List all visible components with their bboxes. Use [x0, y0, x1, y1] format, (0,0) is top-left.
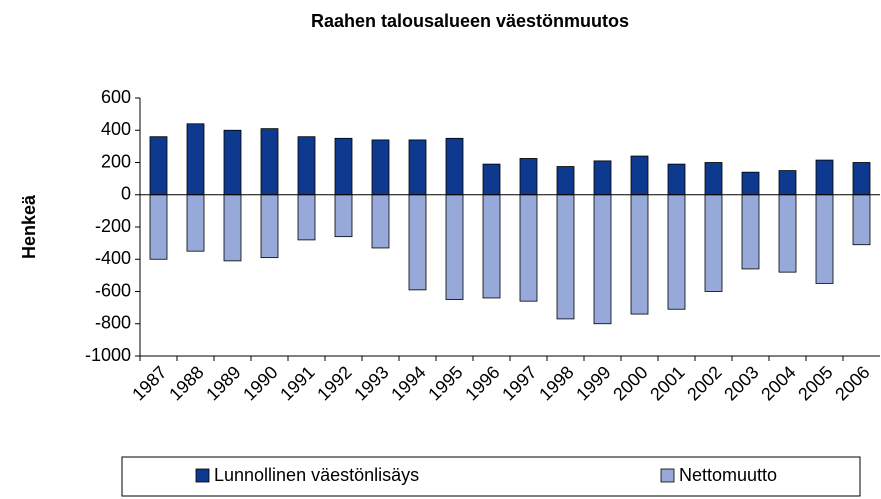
y-tick-label: 600 — [101, 87, 131, 107]
x-tick-label: 2000 — [609, 362, 651, 404]
legend-swatch — [195, 468, 210, 483]
bar — [556, 194, 575, 320]
legend-label: Lunnollinen väestönlisäys — [214, 465, 419, 485]
bar — [778, 194, 797, 273]
x-tick-label: 2006 — [831, 362, 873, 404]
bar — [371, 139, 390, 196]
bar — [704, 194, 723, 292]
x-tick-label: 1995 — [424, 362, 466, 404]
bar — [852, 162, 871, 196]
bar — [223, 129, 242, 196]
chart-title: Raahen talousalueen väestönmuutos — [311, 11, 629, 31]
x-tick-label: 1987 — [128, 362, 170, 404]
x-tick-label: 1991 — [276, 362, 318, 404]
bar — [445, 137, 464, 196]
bar — [223, 194, 242, 262]
bar — [519, 158, 538, 196]
y-tick-label: 0 — [121, 184, 131, 204]
bar — [371, 194, 390, 249]
bar — [482, 194, 501, 299]
bar — [741, 171, 760, 196]
bar — [260, 128, 279, 196]
bar — [297, 136, 316, 196]
bar — [815, 159, 834, 196]
bar — [630, 194, 649, 315]
x-tick-label: 1996 — [461, 362, 503, 404]
legend-box — [121, 456, 861, 497]
bar — [260, 194, 279, 259]
x-tick-label: 1989 — [202, 362, 244, 404]
x-tick-label: 1992 — [313, 362, 355, 404]
bar — [667, 163, 686, 196]
x-tick-label: 2003 — [720, 362, 762, 404]
x-tick-label: 1999 — [572, 362, 614, 404]
bar — [815, 194, 834, 284]
bar — [186, 194, 205, 252]
x-tick-label: 2005 — [794, 362, 836, 404]
bar — [149, 194, 168, 260]
y-tick-label: -600 — [95, 280, 131, 300]
bar — [593, 194, 612, 325]
bar — [778, 170, 797, 196]
bar — [408, 139, 427, 196]
bar — [556, 166, 575, 196]
bar — [593, 160, 612, 196]
bar — [519, 194, 538, 302]
y-tick-label: -400 — [95, 248, 131, 268]
x-tick-label: 1993 — [350, 362, 392, 404]
bar — [852, 194, 871, 246]
x-tick-label: 2004 — [757, 362, 799, 404]
bar — [445, 194, 464, 300]
bar — [297, 194, 316, 241]
bar — [630, 155, 649, 196]
x-tick-label: 1994 — [387, 362, 429, 404]
bar — [334, 137, 353, 196]
bar — [334, 194, 353, 238]
x-tick-label: 2001 — [646, 362, 688, 404]
bar — [186, 123, 205, 196]
bar — [667, 194, 686, 310]
bar — [149, 136, 168, 196]
y-tick-label: 400 — [101, 119, 131, 139]
x-tick-label: 2002 — [683, 362, 725, 404]
bar — [704, 162, 723, 196]
y-tick-label: -800 — [95, 313, 131, 333]
x-tick-label: 1998 — [535, 362, 577, 404]
legend-label: Nettomuutto — [679, 465, 777, 485]
x-tick-label: 1988 — [165, 362, 207, 404]
bar — [482, 163, 501, 196]
bar — [741, 194, 760, 270]
y-tick-label: 200 — [101, 151, 131, 171]
bar — [408, 194, 427, 291]
x-tick-label: 1997 — [498, 362, 540, 404]
y-axis-label: Henkeä — [19, 194, 39, 259]
y-tick-label: -200 — [95, 216, 131, 236]
x-tick-label: 1990 — [239, 362, 281, 404]
y-tick-label: -1000 — [85, 345, 131, 365]
legend-swatch — [660, 468, 675, 483]
